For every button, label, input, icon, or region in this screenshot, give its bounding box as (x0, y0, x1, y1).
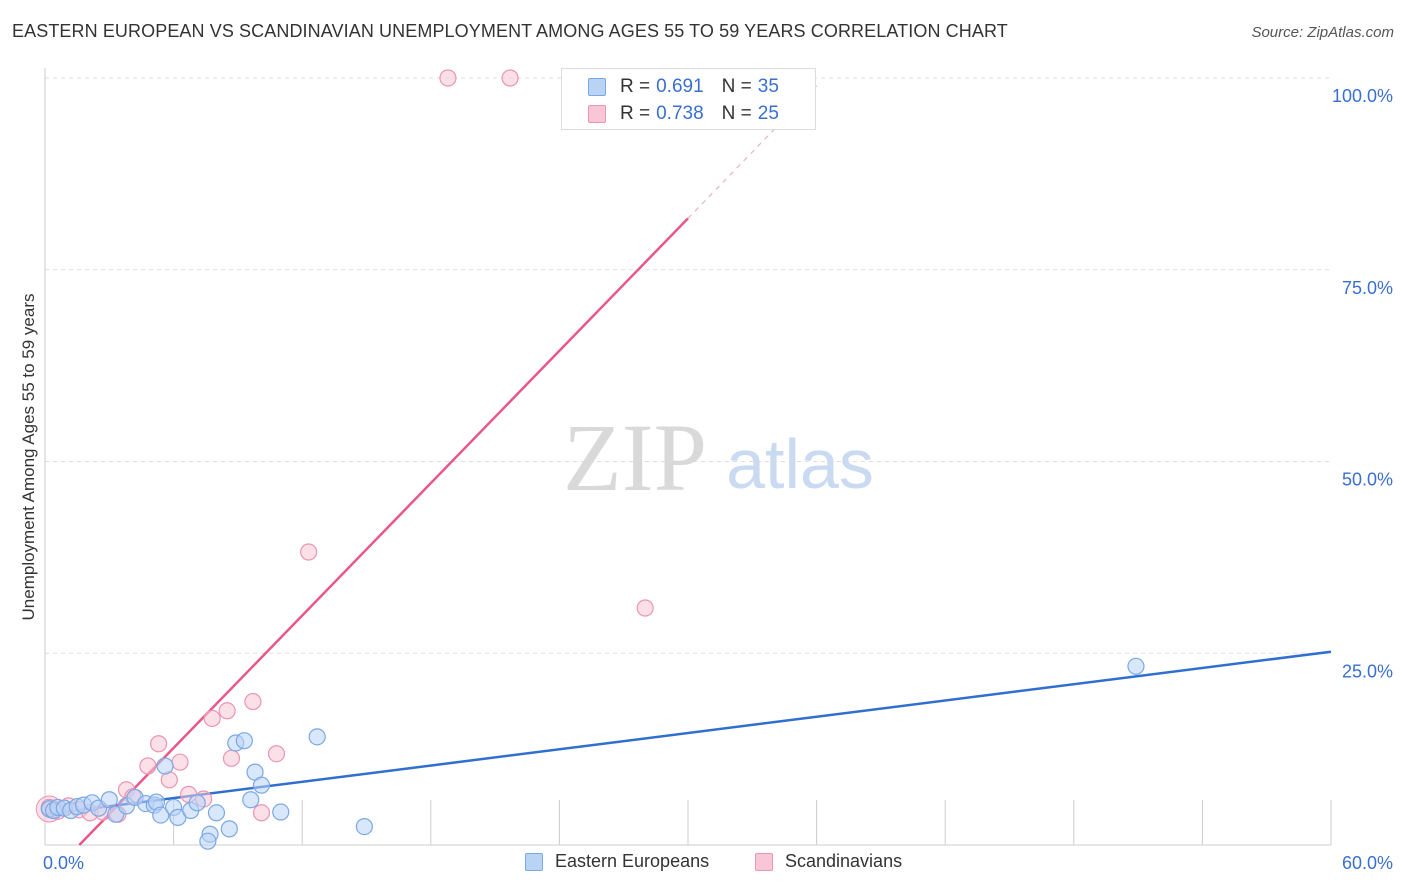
series-legend-eastern-europeans[interactable]: Eastern Europeans (525, 851, 709, 872)
trend-line-eastern-europeans (44, 650, 1332, 816)
data-point-eastern-europeans (235, 732, 253, 750)
data-point-eastern-europeans (100, 791, 118, 809)
series-swatch-blue (525, 852, 543, 871)
legend-row-eastern-europeans: R = 0.691 N = 35 (588, 75, 779, 99)
correlation-legend: R = 0.691 N = 35 R = 0.738 N = 25 (561, 68, 816, 130)
legend-r-label: R = (620, 103, 651, 124)
data-point-scandinavians (139, 757, 157, 775)
legend-swatch-blue (588, 78, 606, 96)
watermark-zip: ZIP (563, 404, 707, 511)
watermark: ZIP atlas (563, 404, 874, 511)
series-legend-label: Eastern Europeans (555, 851, 710, 871)
legend-swatch-pink (588, 105, 606, 123)
series-legend-label: Scandinavians (785, 851, 903, 871)
legend-row-scandinavians: R = 0.738 N = 25 (588, 102, 779, 126)
data-point-eastern-europeans (156, 757, 174, 775)
y-tick-label: 75.0% (1342, 278, 1393, 298)
data-points (35, 69, 1145, 850)
data-point-scandinavians (636, 599, 654, 617)
data-point-eastern-europeans (199, 832, 217, 850)
axes (44, 68, 1331, 846)
data-point-scandinavians (222, 749, 241, 767)
legend-r-value: 0.738 (656, 103, 704, 124)
data-point-eastern-europeans (252, 776, 271, 794)
series-legend-scandinavians[interactable]: Scandinavians (755, 851, 902, 872)
y-tick-label: 25.0% (1342, 661, 1393, 681)
y-tick-label: 100.0% (1332, 86, 1393, 106)
data-point-eastern-europeans (207, 804, 226, 822)
data-point-eastern-europeans (188, 794, 206, 812)
legend-n-label: N = (721, 76, 752, 97)
data-point-scandinavians (300, 543, 318, 561)
data-point-scandinavians (252, 804, 271, 822)
tick-labels: 25.0% 50.0% 75.0% 100.0% 0.0% 60.0% (43, 86, 1393, 873)
chart-title: EASTERN EUROPEAN VS SCANDINAVIAN UNEMPLO… (12, 21, 1008, 41)
x-tick-label: 0.0% (43, 853, 84, 873)
y-tick-label: 50.0% (1342, 470, 1393, 490)
trend-line-scandinavians (78, 217, 689, 846)
data-point-scandinavians (501, 69, 519, 87)
data-point-eastern-europeans (242, 791, 260, 809)
data-point-scandinavians (439, 69, 457, 87)
data-point-eastern-europeans (220, 820, 238, 838)
watermark-atlas: atlas (726, 425, 874, 503)
data-point-scandinavians (171, 753, 189, 771)
data-point-eastern-europeans (355, 817, 373, 836)
legend-n-value: 25 (757, 103, 779, 124)
legend-r-value: 0.691 (656, 76, 704, 97)
data-point-scandinavians (244, 692, 262, 711)
x-tick-label: 60.0% (1342, 853, 1393, 873)
legend-r-label: R = (620, 76, 651, 97)
data-point-scandinavians (149, 735, 168, 753)
data-point-scandinavians (218, 702, 236, 720)
data-point-eastern-europeans (152, 806, 170, 824)
data-point-eastern-europeans (272, 803, 290, 821)
data-point-eastern-europeans (308, 728, 326, 746)
series-legend: Eastern Europeans Scandinavians (0, 851, 1406, 877)
legend-n-label: N = (721, 103, 752, 124)
series-swatch-pink (755, 852, 773, 871)
legend-n-value: 35 (757, 76, 779, 97)
y-axis-label: Unemployment Among Ages 55 to 59 years (19, 293, 38, 621)
data-point-scandinavians (203, 709, 221, 728)
data-point-scandinavians (267, 745, 286, 763)
data-point-eastern-europeans (1127, 657, 1145, 675)
source-credit: Source: ZipAtlas.com (1251, 24, 1394, 41)
